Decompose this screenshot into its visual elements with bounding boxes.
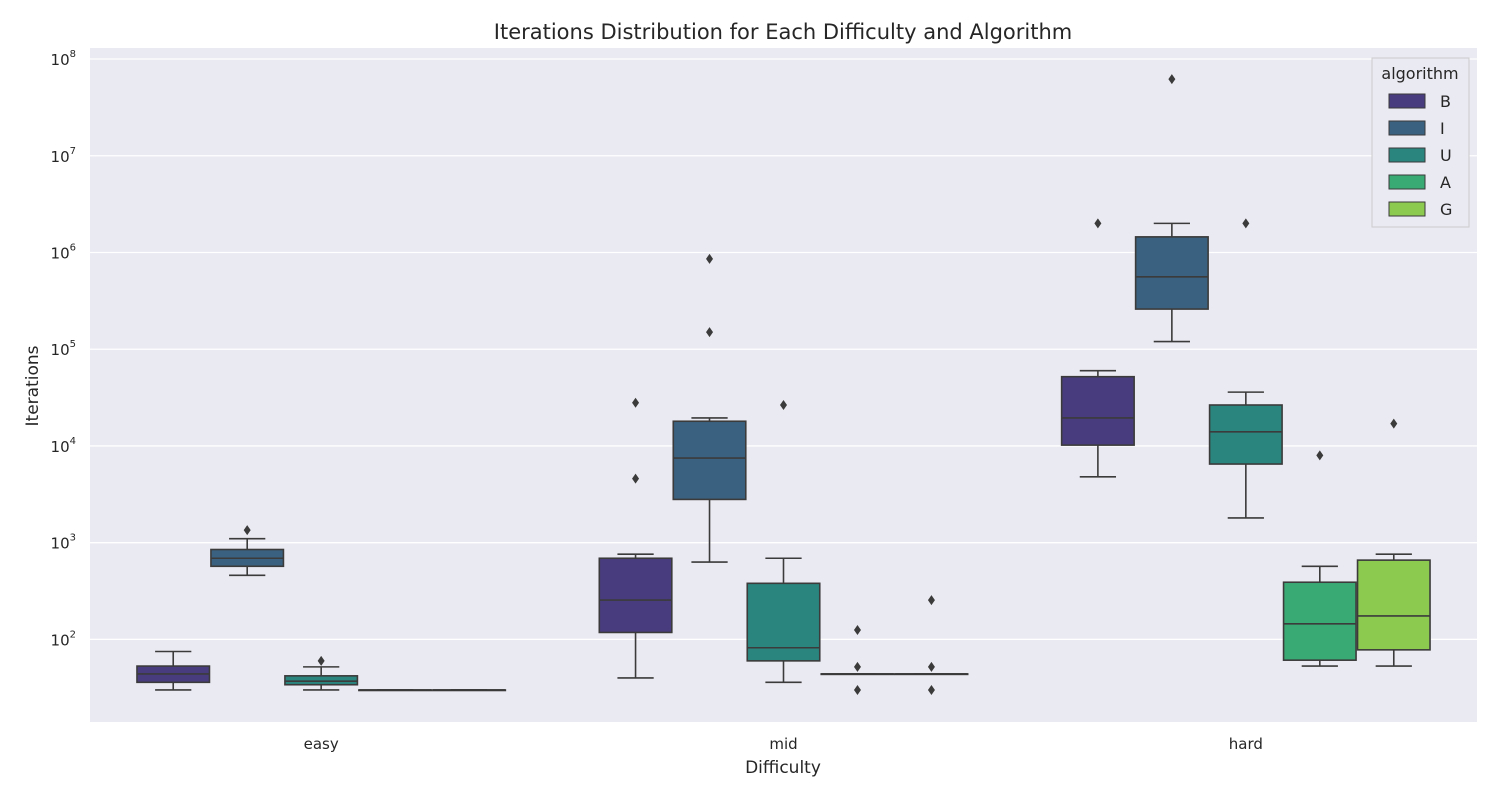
x-tick-label: easy [304, 735, 339, 753]
outlier-marker [927, 684, 935, 695]
legend-label: G [1440, 200, 1452, 219]
y-axis-label: Iterations [23, 345, 43, 426]
box-U-mid [746, 400, 821, 684]
box-I-easy [210, 525, 285, 577]
outlier-marker [927, 661, 935, 672]
box-A-mid [820, 625, 895, 695]
x-tick-label: mid [769, 735, 797, 753]
legend-label: U [1440, 146, 1452, 165]
box-B-hard [1060, 218, 1135, 478]
box-iqr [1134, 236, 1209, 310]
y-tick-label: 105 [51, 339, 76, 359]
box-iqr [746, 582, 821, 662]
outlier-marker [853, 684, 861, 695]
box-I-mid [672, 253, 747, 563]
legend-label: A [1440, 173, 1451, 192]
box-I-hard [1134, 74, 1209, 343]
y-tick-label: 104 [51, 436, 76, 456]
outlier-marker [632, 397, 640, 408]
box-A-easy [358, 689, 433, 692]
outlier-marker [1390, 418, 1398, 429]
legend-frame [1371, 57, 1470, 228]
outlier-marker [927, 595, 935, 606]
outlier-marker [780, 400, 787, 411]
box-iqr [1356, 559, 1431, 651]
box-iqr [1060, 375, 1135, 446]
legend-swatch [1388, 93, 1426, 109]
outlier-marker [853, 625, 861, 636]
outlier-marker [706, 327, 714, 338]
outlier-marker [1316, 450, 1324, 461]
outlier-marker [853, 661, 861, 672]
x-tick-labels: easy mid hard [304, 735, 1263, 753]
outlier-marker [632, 473, 640, 484]
box-iqr [284, 675, 359, 686]
box-B-easy [136, 650, 211, 691]
x-tick-label: hard [1229, 735, 1263, 753]
legend-label: I [1440, 119, 1445, 138]
outlier-marker [1094, 218, 1102, 229]
y-tick-labels: 102 103 104 105 106 107 108 [51, 49, 76, 649]
legend-label: B [1440, 92, 1451, 111]
y-tick-label: 108 [51, 49, 76, 69]
box-B-mid [598, 397, 673, 679]
legend-swatch [1388, 174, 1426, 190]
box-G-mid [894, 595, 969, 695]
outlier-marker [706, 253, 714, 264]
legend-swatch [1388, 120, 1426, 136]
box-G-easy [432, 689, 507, 692]
outlier-marker [1168, 74, 1176, 85]
box-A-hard [1282, 450, 1357, 667]
box-G-hard [1356, 418, 1431, 667]
legend-swatch [1388, 147, 1426, 163]
outlier-marker [243, 525, 251, 536]
outlier-marker [317, 655, 325, 666]
grid-lines [90, 58, 1477, 641]
box-U-easy [284, 655, 359, 691]
y-tick-label: 106 [51, 242, 76, 262]
box-iqr [598, 557, 673, 634]
y-tick-label: 103 [51, 533, 76, 553]
box-iqr [1208, 404, 1283, 465]
y-tick-label: 102 [51, 629, 76, 649]
box-plots [136, 74, 1431, 695]
box-iqr [1282, 581, 1357, 661]
legend-title: algorithm [1381, 64, 1458, 83]
y-tick-label: 107 [51, 146, 76, 166]
chart-title: Iterations Distribution for Each Difficu… [494, 20, 1072, 44]
outlier-marker [1242, 218, 1250, 229]
box-U-hard [1208, 218, 1283, 519]
box-iqr [672, 420, 747, 501]
x-axis-label: Difficulty [745, 758, 821, 778]
legend-swatch [1388, 201, 1426, 217]
